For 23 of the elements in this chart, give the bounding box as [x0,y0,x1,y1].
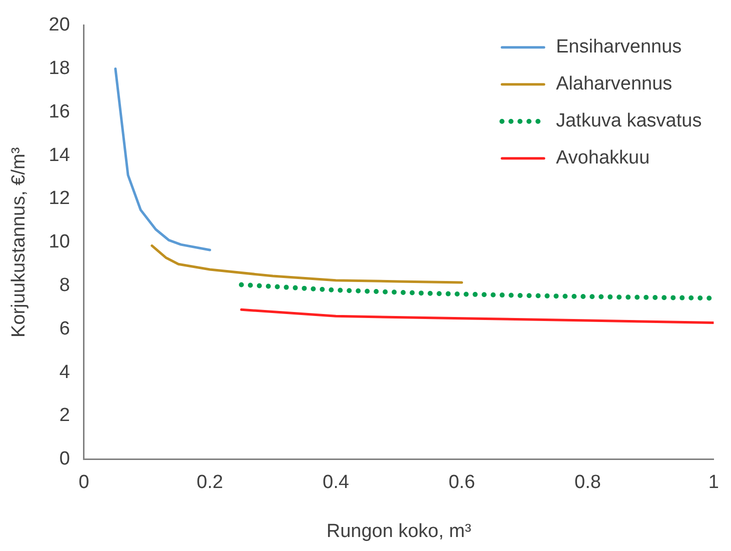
y-tick-label: 20 [48,14,70,36]
y-tick-label: 2 [59,405,70,426]
x-tick-label: 1 [708,472,720,494]
y-tick-label: 16 [48,101,70,122]
x-tick-label: 0.2 [196,472,224,494]
x-tick-label: 0.8 [574,472,601,494]
x-tick-label: 0 [78,472,90,494]
y-axis-title: Korjuukustannus, €/m³ [8,147,30,338]
y-tick-label: 12 [48,188,70,210]
x-tick-label: 0.6 [448,472,476,494]
x-tick-label: 0.4 [322,472,350,494]
y-tick-label: 8 [59,275,70,296]
legend-label: Alaharvennus [556,74,672,95]
y-tick-label: 6 [59,318,70,340]
y-tick-label: 14 [48,144,70,166]
legend-label: Avohakkuu [556,148,650,169]
y-tick-label: 4 [59,362,70,383]
legend-label: Jatkuva kasvatus [556,110,702,132]
x-axis-title: Rungon koko, m³ [326,520,472,542]
legend-label: Ensiharvennus [556,36,682,58]
y-tick-label: 18 [48,58,70,80]
y-tick-label: 0 [59,448,70,470]
y-tick-label: 10 [48,232,70,253]
